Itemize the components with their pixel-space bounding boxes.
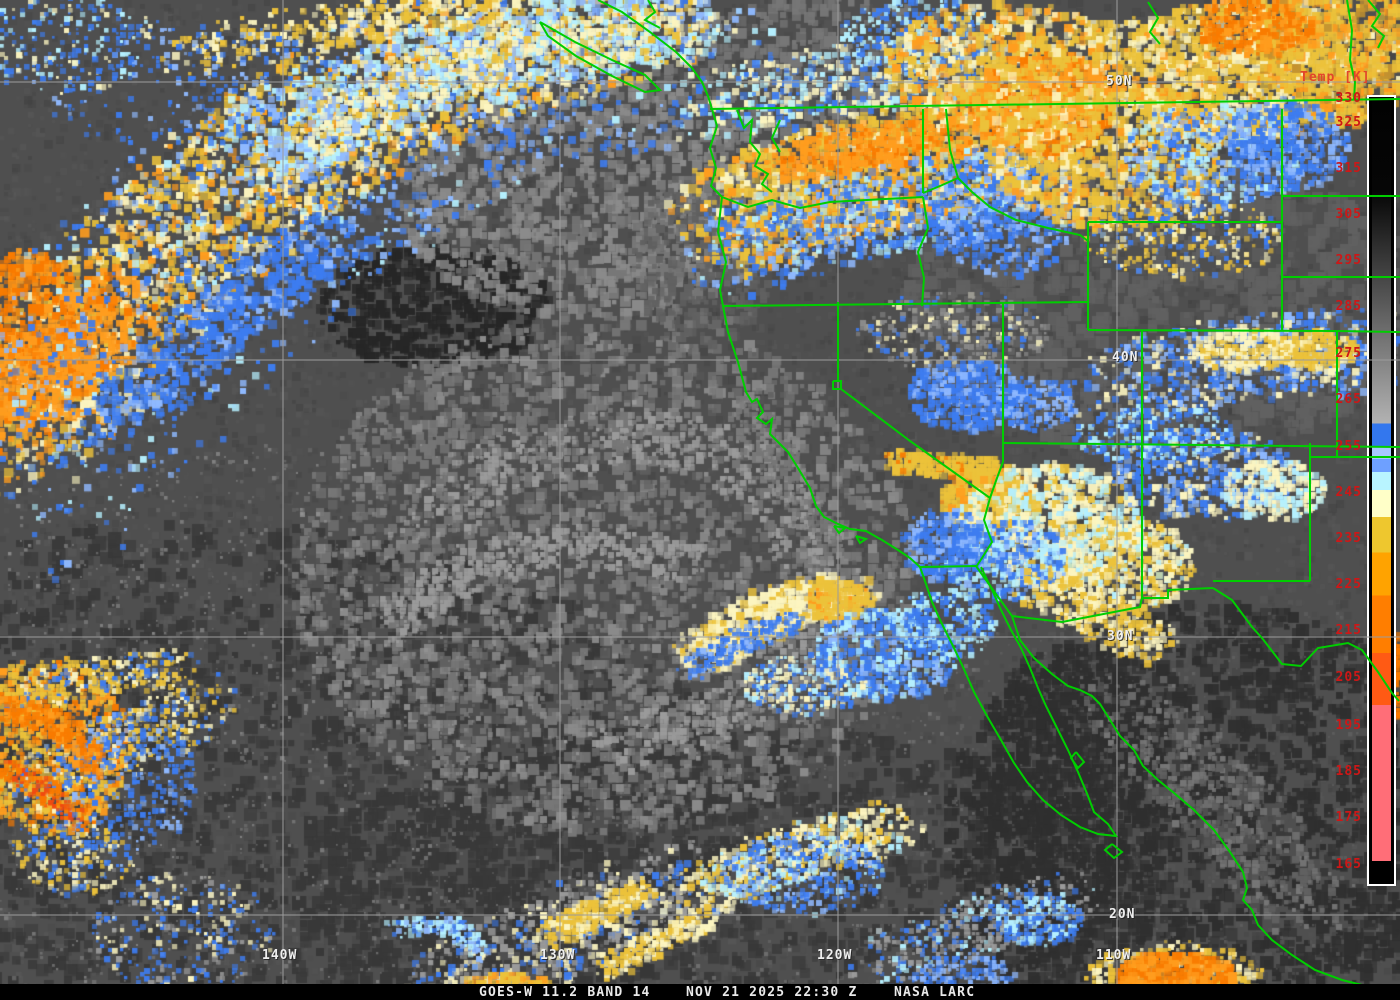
- map-boundary-line: [1346, 0, 1357, 101]
- map-boundary-line: [722, 305, 921, 568]
- map-boundary-line: [975, 497, 994, 568]
- map-boundary-line: [1011, 587, 1214, 624]
- map-boundary-line: [770, 119, 781, 153]
- map-boundary-line: [922, 108, 960, 194]
- map-boundary-line: [1147, 1, 1161, 45]
- colorbar-tick-305: 305: [1335, 207, 1362, 222]
- colorbar-tick-195: 195: [1335, 718, 1362, 733]
- map-boundary-line: [539, 21, 663, 94]
- map-boundary-line: [716, 196, 728, 307]
- map-boundary-line: [840, 388, 991, 499]
- colorbar-tick-235: 235: [1335, 531, 1362, 546]
- map-boundary-line: [709, 98, 1400, 110]
- map-boundary-line: [833, 525, 848, 535]
- caption-bar: GOES-W 11.2 BAND 14 NOV 21 2025 22:30 Z …: [0, 984, 1400, 1000]
- map-boundary-line: [722, 301, 1089, 307]
- colorbar-tick-215: 215: [1335, 623, 1362, 638]
- map-boundary-line: [1336, 330, 1400, 333]
- map-boundary-line: [975, 565, 1013, 617]
- map-boundary-line: [708, 108, 723, 198]
- caption-datetime: NOV 21 2025 22:30 Z: [686, 985, 858, 1000]
- temperature-colorbar-gradient: [1372, 99, 1391, 882]
- colorbar-tick-175: 175: [1335, 810, 1362, 825]
- colorbar-tick-295: 295: [1335, 253, 1362, 268]
- map-boundary-line: [1087, 329, 1338, 332]
- colorbar-tick-330: 330: [1335, 91, 1362, 106]
- colorbar-tick-245: 245: [1335, 485, 1362, 500]
- colorbar-tick-275: 275: [1335, 346, 1362, 361]
- map-boundary-line: [855, 535, 869, 545]
- map-boundary-line: [916, 196, 930, 307]
- caption-satellite-band: GOES-W 11.2 BAND 14: [479, 985, 651, 1000]
- map-boundary-line: [597, 0, 713, 110]
- colorbar-tick-205: 205: [1335, 670, 1362, 685]
- map-boundary-line: [1069, 751, 1086, 770]
- colorbar-tick-285: 285: [1335, 299, 1362, 314]
- map-boundary-line: [1011, 615, 1400, 993]
- colorbar-tick-325: 325: [1335, 115, 1362, 130]
- colorbar-tick-185: 185: [1335, 764, 1362, 779]
- colorbar-tick-255: 255: [1335, 439, 1362, 454]
- caption-credit: NASA LARC: [894, 985, 976, 1000]
- colorbar-tick-265: 265: [1335, 392, 1362, 407]
- map-boundary-line: [721, 196, 924, 210]
- map-boundary-line: [1367, 0, 1386, 49]
- temperature-colorbar: [1367, 95, 1396, 886]
- map-boundary-line: [1002, 442, 1400, 448]
- colorbar-tick-165: 165: [1335, 857, 1362, 872]
- colorbar-title: Temp [K]: [1300, 70, 1371, 85]
- map-boundary-line: [1103, 843, 1124, 860]
- map-boundary-line: [1212, 587, 1400, 702]
- map-boundary-line: [643, 0, 661, 29]
- map-boundary-line: [832, 380, 842, 390]
- map-boundary-line: [919, 566, 1119, 838]
- map-boundary-line: [989, 461, 1004, 499]
- map-boundary-line: [957, 177, 1089, 242]
- colorbar-tick-225: 225: [1335, 577, 1362, 592]
- state-boundaries: [539, 0, 1400, 993]
- map-boundary-line: [919, 565, 977, 568]
- map-boundary-line: [736, 109, 773, 193]
- colorbar-tick-315: 315: [1335, 161, 1362, 176]
